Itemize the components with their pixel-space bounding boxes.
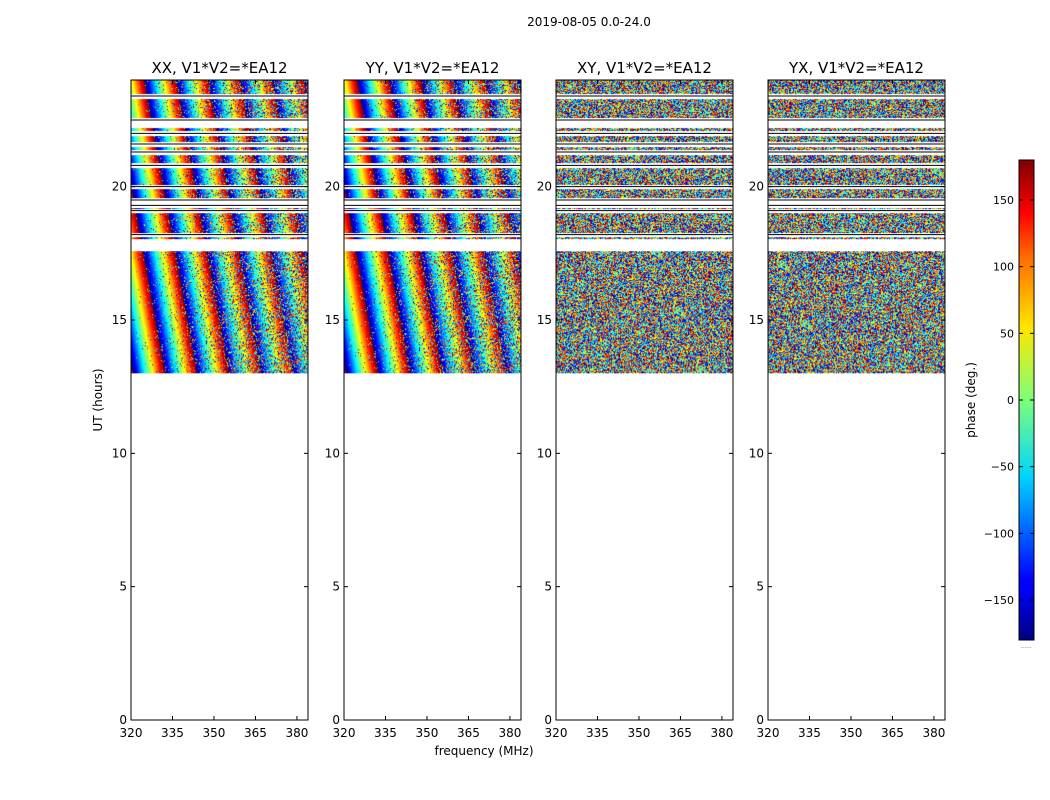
y-tick-label: 20	[749, 180, 764, 194]
phase-image	[131, 80, 308, 374]
x-tick-label: 380	[710, 726, 733, 740]
x-tick-label: 320	[757, 726, 780, 740]
x-tick-label: 380	[922, 726, 945, 740]
colorbar-ticks: −150 −100 −50 0 50 100 150	[984, 194, 1034, 607]
y-tick-label: 0	[756, 713, 764, 727]
x-tick-label: 320	[333, 726, 356, 740]
colorbar: −150 −100 −50 0 50 100 150 phase (deg.) ......	[964, 159, 1035, 650]
y-tick-label: 5	[544, 580, 552, 594]
panel-title: XX, V1*V2=*EA12	[151, 59, 287, 77]
x-tick-label: 320	[120, 726, 143, 740]
x-tick-label: 365	[244, 726, 267, 740]
y-tick-label: 10	[537, 446, 552, 460]
panel-frame	[555, 79, 734, 721]
x-tick-label: 365	[669, 726, 692, 740]
y-tick-label: 10	[112, 446, 127, 460]
colorbar-tick-label: −50	[991, 461, 1014, 474]
panel-3: XY, V1*V2=*EA12 320 335 350 365 380 0 5 10 15 20	[537, 59, 734, 740]
phase-image	[768, 80, 945, 374]
x-tick-label: 335	[161, 726, 184, 740]
colorbar-tick-label: −150	[984, 594, 1014, 607]
phase-image	[344, 80, 521, 374]
y-tick-label: 10	[325, 446, 340, 460]
x-tick-label: 380	[285, 726, 308, 740]
y-tick-label: 15	[325, 313, 340, 327]
x-axis-label: frequency (MHz)	[434, 744, 533, 758]
y-tick-label: 20	[325, 180, 340, 194]
colorbar-tick-label: 0	[1007, 394, 1014, 407]
x-tick-label: 350	[416, 726, 439, 740]
colorbar-tick-label: 100	[993, 261, 1014, 274]
y-tick-label: 15	[749, 313, 764, 327]
panel-1: XX, V1*V2=*EA12 320 335 350 365 380 0 5 10 15 20	[112, 59, 309, 740]
y-tick-label: 20	[112, 180, 127, 194]
y-tick-label: 20	[537, 180, 552, 194]
panel-title: XY, V1*V2=*EA12	[577, 59, 712, 77]
y-tick-label: 15	[537, 313, 552, 327]
panel-title: YX, V1*V2=*EA12	[788, 59, 924, 77]
y-tick-label: 0	[544, 713, 552, 727]
y-tick-label: 5	[756, 580, 764, 594]
y-tick-label: 15	[112, 313, 127, 327]
y-tick-label: 0	[119, 713, 127, 727]
figure-title: 2019-08-05 0.0-24.0	[527, 15, 651, 29]
x-tick-label: 365	[881, 726, 904, 740]
x-tick-label: 350	[840, 726, 863, 740]
panel-2: YY, V1*V2=*EA12 320 335 350 365 380 0 5 10 15 20	[325, 59, 522, 740]
colorbar-tick-label: 150	[993, 194, 1014, 207]
phase-image	[556, 80, 733, 374]
colorbar-tick-label: −100	[984, 527, 1014, 540]
y-tick-label: 0	[332, 713, 340, 727]
colorbar-label: phase (deg.)	[964, 362, 978, 438]
x-tick-label: 365	[457, 726, 480, 740]
x-tick-label: 335	[374, 726, 397, 740]
x-tick-label: 320	[545, 726, 568, 740]
colorbar-tick-label: 50	[1000, 327, 1014, 340]
y-tick-label: 5	[119, 580, 127, 594]
x-tick-label: 350	[203, 726, 226, 740]
y-tick-label: 5	[332, 580, 340, 594]
x-tick-label: 350	[628, 726, 651, 740]
panel-4: YX, V1*V2=*EA12 320 335 350 365 380 0 5 10 15 20	[749, 59, 946, 740]
y-axis-label: UT (hours)	[91, 368, 105, 431]
y-tick-label: 10	[749, 446, 764, 460]
panel-frame	[343, 79, 522, 721]
panel-title: YY, V1*V2=*EA12	[365, 59, 500, 77]
panel-frame	[767, 79, 946, 721]
x-tick-label: 335	[798, 726, 821, 740]
x-tick-label: 380	[498, 726, 521, 740]
x-tick-label: 335	[586, 726, 609, 740]
panel-frame	[130, 79, 309, 721]
colorbar-footer: ......	[1020, 643, 1032, 650]
